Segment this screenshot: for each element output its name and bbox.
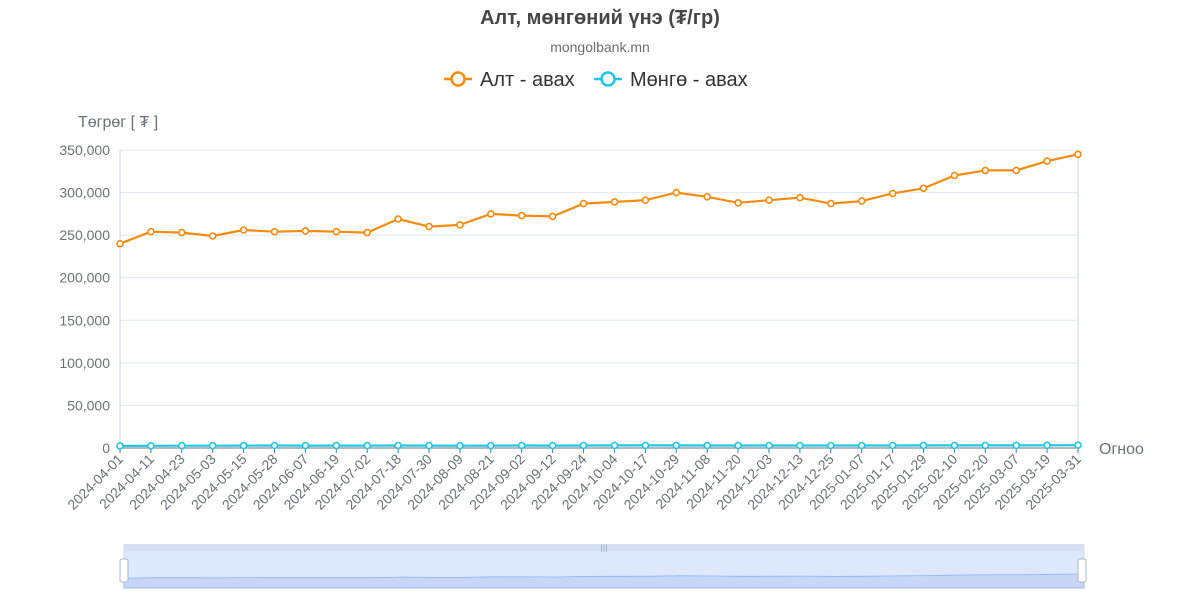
data-point[interactable]	[796, 441, 804, 450]
data-point[interactable]	[610, 198, 619, 206]
data-point[interactable]	[888, 189, 897, 198]
data-point[interactable]	[579, 441, 588, 450]
data-point[interactable]	[486, 210, 495, 218]
data-point[interactable]	[178, 441, 186, 450]
data-point[interactable]	[826, 441, 835, 450]
data-point[interactable]	[239, 226, 248, 234]
data-point[interactable]	[456, 221, 464, 229]
data-point[interactable]	[425, 441, 433, 450]
data-point[interactable]	[796, 193, 804, 202]
legend-silver-label: Мөнгө - авах	[630, 69, 748, 91]
data-point[interactable]	[1012, 166, 1021, 175]
data-point[interactable]	[147, 441, 155, 450]
data-point[interactable]	[734, 199, 742, 207]
data-point[interactable]	[579, 199, 588, 208]
data-point[interactable]	[734, 441, 742, 450]
y-tick-label: 200,000	[59, 270, 110, 286]
plot-grid	[119, 149, 1079, 449]
legend-gold-label: Алт - авах	[480, 69, 575, 91]
x-axis-label: Огноо	[1099, 441, 1144, 458]
data-point[interactable]	[703, 441, 712, 450]
data-point[interactable]	[1074, 441, 1082, 450]
data-point[interactable]	[765, 196, 773, 204]
data-point[interactable]	[1043, 441, 1051, 450]
data-point[interactable]	[981, 441, 990, 450]
data-point[interactable]	[703, 193, 712, 201]
data-point[interactable]	[548, 441, 557, 450]
y-tick-label: 350,000	[59, 142, 110, 158]
data-point[interactable]	[1074, 150, 1082, 159]
y-tick-label: 50,000	[67, 397, 110, 413]
data-point[interactable]	[394, 215, 402, 223]
data-point[interactable]	[517, 441, 526, 450]
data-point[interactable]	[456, 441, 464, 450]
data-point[interactable]	[950, 441, 959, 450]
data-point[interactable]	[765, 441, 773, 450]
legend-item-silver[interactable]: Мөнгө - авах	[594, 69, 748, 91]
data-point[interactable]	[888, 441, 897, 450]
legend-item-gold[interactable]: Алт - авах	[444, 69, 575, 91]
data-point[interactable]	[548, 212, 557, 221]
drag-handle-icon[interactable]: |||	[600, 544, 607, 552]
data-point[interactable]	[1012, 441, 1021, 450]
data-point[interactable]	[208, 232, 217, 240]
data-point[interactable]	[919, 184, 928, 193]
data-point[interactable]	[394, 441, 402, 450]
data-point[interactable]	[363, 228, 372, 237]
data-point[interactable]	[826, 199, 835, 208]
data-point[interactable]	[672, 441, 681, 450]
data-point[interactable]	[208, 441, 217, 450]
data-zoom-preview-area	[123, 573, 1085, 589]
data-point[interactable]	[116, 239, 124, 248]
x-axis: 2024-04-012024-04-112024-04-232024-05-03…	[64, 448, 1084, 513]
data-point[interactable]	[919, 441, 928, 450]
legend-gold-marker-icon	[450, 71, 466, 87]
series-line-1	[119, 444, 1079, 447]
legend-silver-marker-icon	[600, 71, 616, 87]
chart-title: Алт, мөнгөний үнэ (₮/гр)	[480, 7, 720, 29]
data-zoom-left-handle[interactable]	[119, 558, 129, 583]
data-point[interactable]	[270, 227, 279, 236]
y-tick-label: 250,000	[59, 227, 110, 243]
data-point[interactable]	[301, 441, 310, 450]
legend: Алт - авах Мөнгө - авах	[444, 69, 748, 91]
data-point[interactable]	[486, 441, 495, 450]
data-zoom-slider[interactable]: |||	[119, 544, 1087, 589]
data-point[interactable]	[857, 441, 866, 450]
data-point[interactable]	[239, 441, 248, 450]
y-axis-label: Төгрөг [ ₮ ]	[78, 114, 158, 131]
chart-subtitle: mongolbank.mn	[550, 39, 650, 55]
data-point[interactable]	[301, 227, 310, 235]
data-point[interactable]	[857, 197, 866, 205]
data-point[interactable]	[610, 441, 619, 450]
data-point[interactable]	[1043, 157, 1051, 165]
data-point[interactable]	[363, 441, 372, 450]
y-tick-label: 100,000	[59, 355, 110, 371]
data-point[interactable]	[332, 441, 341, 450]
y-tick-label: 150,000	[59, 312, 110, 328]
data-point[interactable]	[672, 188, 681, 197]
data-point[interactable]	[178, 228, 186, 237]
data-point[interactable]	[950, 171, 959, 180]
data-point[interactable]	[641, 196, 650, 204]
series-line-0	[119, 153, 1079, 245]
plot-series	[116, 150, 1082, 450]
data-point[interactable]	[116, 442, 124, 450]
data-zoom-top-bar[interactable]	[124, 544, 1084, 551]
data-point[interactable]	[641, 441, 650, 450]
data-point[interactable]	[517, 211, 526, 220]
data-point[interactable]	[147, 227, 155, 236]
y-tick-label: 300,000	[59, 185, 110, 201]
data-zoom-right-handle[interactable]	[1077, 558, 1087, 583]
data-point[interactable]	[425, 222, 433, 231]
y-tick-label: 0	[102, 440, 110, 456]
data-point[interactable]	[332, 227, 341, 236]
data-point[interactable]	[981, 166, 990, 175]
data-point[interactable]	[270, 441, 279, 450]
y-axis: 0 50,000 100,000 150,000 200,000 250,000 300,0…	[59, 142, 110, 456]
